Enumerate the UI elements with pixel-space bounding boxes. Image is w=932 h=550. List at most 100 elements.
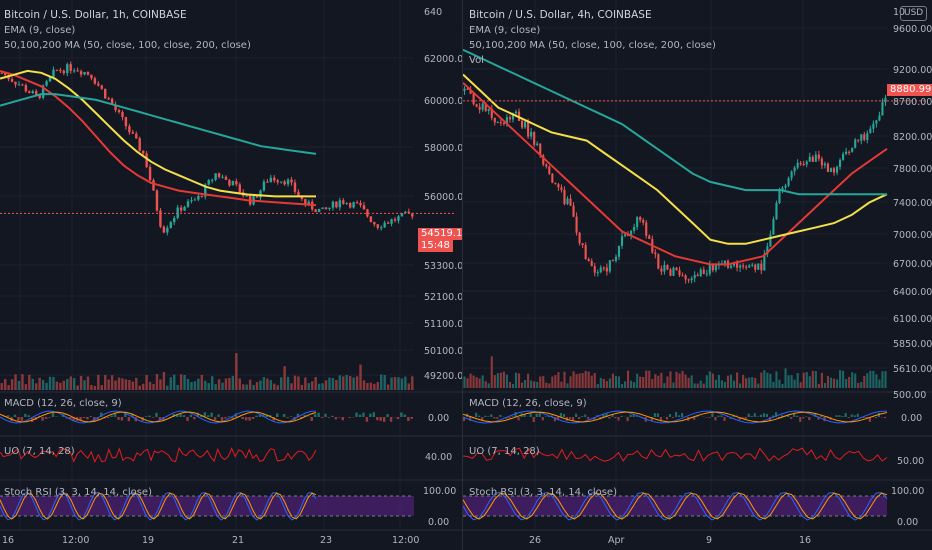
volume-bar <box>24 384 28 390</box>
candle-body <box>723 260 727 264</box>
macd-histogram-bar <box>569 417 572 419</box>
volume-bar <box>93 385 97 390</box>
right-ma-legend[interactable]: 50,100,200 MA (50, close, 100, close, 20… <box>469 40 716 51</box>
ma50-line <box>0 69 317 207</box>
macd-histogram-bar <box>602 414 605 417</box>
volume-bar <box>79 375 83 390</box>
volume-bar <box>141 383 145 390</box>
volume-bar <box>851 372 854 388</box>
volume-bar <box>362 380 366 390</box>
right-chart-canvas[interactable]: 9600.00 9200.00 8700.00 8200.00 7800.00 7400.… <box>463 0 932 550</box>
right-last-price-label: 8880.99 <box>887 84 932 96</box>
right-stoch-legend[interactable]: Stoch RSI (3, 3, 14, 14, close) <box>469 487 617 498</box>
left-chart-panel[interactable]: 62000.00 60000.00 58000.00 56000.00 53300.00… <box>0 0 472 550</box>
right-macd-legend[interactable]: MACD (12, 26, close, 9) <box>469 398 587 409</box>
macd-histogram-bar <box>44 417 48 419</box>
macd-histogram-bar <box>865 417 868 419</box>
volume-bar <box>511 383 515 388</box>
macd-histogram-bar <box>365 417 369 422</box>
currency-button[interactable]: USD <box>900 6 928 21</box>
volume-bar <box>214 384 217 390</box>
candle-body <box>875 120 878 124</box>
left-last-price-label: 54519.13 <box>418 228 472 240</box>
volume-bar <box>135 377 138 390</box>
macd-histogram-bar <box>27 415 31 417</box>
volume-bar <box>687 377 690 388</box>
volume-bar <box>748 377 751 388</box>
candle-body <box>124 117 128 127</box>
candle-body <box>3 72 7 76</box>
right-uo-legend[interactable]: UO (7, 14, 28) <box>469 446 540 457</box>
candle-body <box>235 181 238 185</box>
macd-histogram-bar <box>587 417 590 420</box>
volume-bar <box>110 375 114 390</box>
candle-body <box>672 267 675 276</box>
left-macd-legend[interactable]: MACD (12, 26, close, 9) <box>4 398 122 409</box>
volume-bar <box>286 376 290 390</box>
candle-body <box>297 191 300 197</box>
volume-bar <box>380 374 383 390</box>
volume-bar <box>386 384 390 390</box>
candle-body <box>633 226 636 231</box>
right-vol-legend[interactable]: Vol <box>469 55 484 66</box>
volume-bar <box>328 377 331 390</box>
volume-bar <box>41 380 45 390</box>
volume-bar <box>176 384 179 390</box>
left-uo-legend[interactable]: UO (7, 14, 28) <box>4 446 75 457</box>
candle-body <box>273 177 276 181</box>
panel-divider[interactable] <box>462 0 463 550</box>
candle-body <box>484 103 487 111</box>
left-ema-legend[interactable]: EMA (9, close) <box>4 25 76 36</box>
candle-body <box>145 153 148 167</box>
candle-body <box>141 150 145 154</box>
macd-histogram-bar <box>696 416 699 417</box>
volume-bar <box>255 382 259 390</box>
candle-body <box>48 76 52 82</box>
candle-body <box>736 262 739 268</box>
macd-histogram-bar <box>37 415 41 417</box>
macd-histogram-bar <box>193 417 196 420</box>
macd-histogram-bar <box>720 415 723 417</box>
candle-body <box>83 72 86 75</box>
left-stoch-legend[interactable]: Stoch RSI (3, 3, 14, 14, close) <box>4 487 152 498</box>
volume-bar <box>69 376 72 390</box>
candle-body <box>763 254 766 271</box>
candle-body <box>829 168 833 172</box>
macd-histogram-bar <box>765 413 768 417</box>
volume-bar <box>599 377 602 388</box>
candle-body <box>636 217 639 227</box>
macd-histogram-bar <box>550 415 553 417</box>
candle-body <box>380 227 383 229</box>
volume-bar <box>648 370 651 388</box>
candle-body <box>404 211 407 213</box>
candle-body <box>148 166 152 181</box>
volume-bar <box>45 382 48 390</box>
left-chart-canvas[interactable]: 62000.00 60000.00 58000.00 56000.00 53300.00… <box>0 0 462 550</box>
volume-bar <box>331 378 335 390</box>
right-x-axis-tick: 26 <box>529 535 541 546</box>
right-chart-panel[interactable]: 9600.00 9200.00 8700.00 8200.00 7800.00 7400.… <box>463 0 932 550</box>
volume-bar <box>38 377 41 390</box>
volume-bar <box>83 380 86 390</box>
candle-body <box>369 216 373 223</box>
volume-bar <box>723 381 727 388</box>
macd-histogram-bar <box>877 412 881 417</box>
right-ema-legend[interactable]: EMA (9, close) <box>469 25 541 36</box>
left-x-axis-tick: 16 <box>2 535 14 546</box>
candle-body <box>811 156 814 162</box>
left-ma-legend[interactable]: 50,100,200 MA (50, close, 100, close, 20… <box>4 40 251 51</box>
volume-bar <box>524 379 527 388</box>
volume-bar <box>90 384 93 390</box>
candle-body <box>314 209 317 213</box>
volume-bar <box>536 381 539 388</box>
candle-body <box>760 263 763 271</box>
candle-body <box>648 235 651 239</box>
macd-histogram-bar <box>124 412 127 417</box>
macd-histogram-bar <box>741 417 744 418</box>
macd-histogram-bar <box>362 412 365 417</box>
volume-bar <box>678 373 681 388</box>
candle-body <box>52 69 55 77</box>
volume-bar <box>76 385 79 390</box>
candle-body <box>400 212 404 217</box>
macd-histogram-bar <box>514 412 517 417</box>
